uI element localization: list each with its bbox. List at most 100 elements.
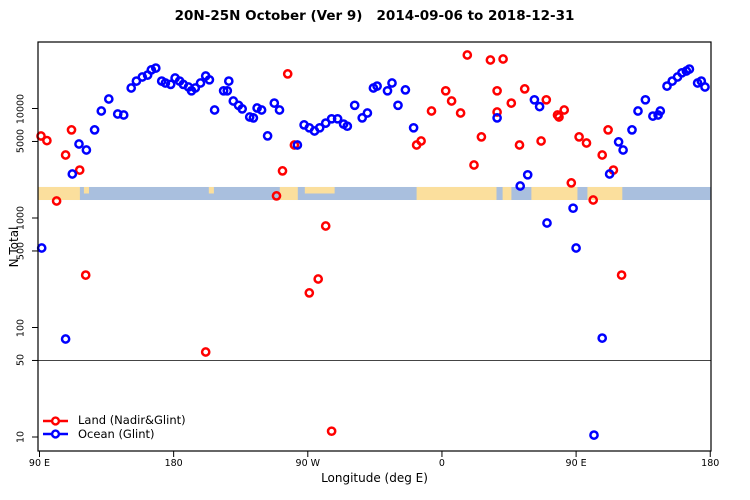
x-tick-label: 180 [701, 458, 720, 469]
map-band-land [208, 186, 214, 194]
data-point-ocean [387, 78, 397, 88]
data-point-ocean [684, 64, 695, 74]
data-point-ocean [408, 122, 419, 133]
y-tick-label: 50 [15, 354, 27, 367]
y-tick-label: 10000 [15, 93, 27, 124]
data-point-ocean [542, 218, 552, 228]
data-point-ocean [96, 106, 107, 116]
data-point-land [485, 55, 496, 65]
data-point-ocean [320, 118, 331, 128]
data-point-land [566, 178, 577, 188]
data-point-ocean [700, 82, 710, 92]
data-point-ocean [342, 121, 353, 132]
data-point-ocean [400, 85, 411, 95]
data-point-ocean [662, 81, 672, 91]
data-point-ocean [515, 181, 526, 191]
x-tick-label: 90 W [295, 458, 321, 469]
data-point-ocean [571, 243, 581, 253]
data-point-ocean [393, 100, 403, 111]
data-point-land [581, 138, 592, 148]
data-point-ocean [618, 145, 628, 155]
data-point-land [506, 98, 517, 108]
data-point-ocean [640, 94, 651, 105]
data-point-land [588, 195, 599, 205]
data-point-land [304, 288, 315, 298]
data-point-land [277, 166, 288, 176]
legend-item-land: Land (Nadir&Glint) [42, 413, 186, 428]
data-point-ocean [648, 111, 658, 121]
data-point-ocean [655, 106, 666, 116]
data-point-land [603, 125, 613, 135]
x-tick-label: 90 E [565, 458, 587, 469]
y-tick-label: 5000 [15, 129, 27, 154]
data-point-land [469, 160, 479, 170]
data-point-ocean [529, 94, 540, 105]
data-point-ocean [568, 203, 578, 214]
data-point-land [616, 270, 627, 280]
data-point-land [66, 125, 77, 135]
data-point-ocean [160, 78, 171, 88]
data-point-ocean [103, 94, 114, 104]
data-point-land [519, 84, 530, 94]
land-series-symbol-icon [43, 416, 68, 426]
data-point-ocean [60, 334, 71, 344]
map-band-land [531, 186, 578, 201]
data-point-ocean [534, 101, 545, 112]
map-band-land [38, 186, 80, 201]
x-tick-label: 90 E [28, 458, 51, 469]
data-point-land [514, 140, 525, 150]
map-band-land [416, 186, 497, 201]
data-point-land [455, 108, 466, 118]
data-point-land [80, 270, 91, 280]
data-point-land [492, 107, 502, 117]
legend: Land (Nadir&Glint) Ocean (Glint) [42, 413, 186, 441]
data-point-land [42, 135, 52, 146]
data-point-ocean [248, 113, 259, 123]
map-band-land [502, 186, 512, 201]
data-point-ocean [382, 85, 393, 96]
y-tick-label: 1000 [15, 205, 27, 231]
data-point-land [74, 165, 85, 175]
data-point-ocean [269, 98, 280, 108]
data-point-ocean [332, 113, 343, 124]
data-point-land [51, 196, 62, 206]
data-point-ocean [222, 85, 233, 96]
chart-title: 20N-25N October (Ver 9) 2014-09-06 to 20… [174, 8, 575, 24]
data-point-ocean [604, 169, 615, 179]
data-point-ocean [633, 106, 643, 116]
plot-frame [37, 41, 712, 452]
data-point-land [416, 136, 426, 146]
data-point-ocean [627, 125, 637, 135]
data-point-ocean [223, 76, 234, 86]
data-point-ocean [81, 145, 92, 155]
legend-label-land: Land (Nadir&Glint) [78, 413, 186, 427]
data-point-land [200, 347, 211, 357]
data-point-land [282, 69, 293, 79]
map-band-land [83, 186, 89, 194]
data-point-ocean [314, 122, 325, 133]
data-point-land [320, 221, 331, 231]
data-point-ocean [349, 100, 360, 111]
data-point-ocean [262, 131, 273, 141]
data-point-ocean [589, 430, 599, 440]
data-point-ocean [237, 104, 248, 114]
data-point-land [326, 426, 337, 437]
data-point-ocean [89, 125, 100, 135]
data-point-land [536, 136, 546, 146]
data-point-ocean [204, 74, 215, 85]
map-band-land [587, 186, 623, 201]
data-point-ocean [209, 105, 220, 115]
data-point-ocean [165, 79, 176, 90]
data-point-land [492, 85, 502, 96]
data-point-ocean [195, 78, 206, 88]
data-point-ocean [613, 137, 624, 147]
data-point-land [271, 191, 282, 201]
y-tick-label: 100 [15, 318, 27, 337]
data-point-land [440, 85, 451, 96]
x-tick-label: 0 [438, 458, 445, 469]
data-point-ocean [256, 105, 267, 115]
y-tick-label: 10 [15, 430, 27, 444]
ocean-series-symbol-icon [43, 429, 68, 439]
